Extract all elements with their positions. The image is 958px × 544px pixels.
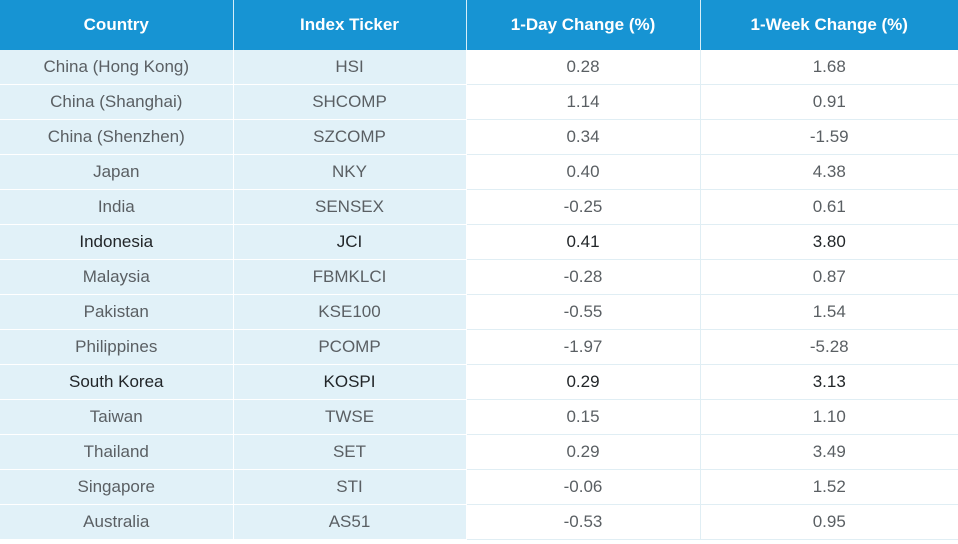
cell-country: Thailand — [0, 434, 234, 470]
cell-1-day-change: -0.06 — [466, 469, 701, 505]
cell-1-day-change: 0.29 — [466, 434, 701, 470]
cell-1-day-change: -0.53 — [466, 504, 701, 540]
cell-country: Australia — [0, 504, 234, 540]
cell-index-ticker: AS51 — [233, 504, 467, 540]
cell-country: Indonesia — [0, 224, 234, 260]
cell-1-day-change: 0.40 — [466, 154, 701, 190]
cell-index-ticker: KOSPI — [233, 364, 467, 400]
cell-index-ticker: TWSE — [233, 399, 467, 435]
cell-1-day-change: -0.25 — [466, 189, 701, 225]
cell-index-ticker: SZCOMP — [233, 119, 467, 155]
cell-index-ticker: SENSEX — [233, 189, 467, 225]
cell-1-week-change: -1.59 — [700, 119, 958, 155]
table-header: Country Index Ticker 1-Day Change (%) 1-… — [0, 0, 958, 50]
cell-index-ticker: SET — [233, 434, 467, 470]
column-header-1-week-change: 1-Week Change (%) — [700, 0, 958, 50]
cell-1-week-change: 0.91 — [700, 84, 958, 120]
cell-1-week-change: -5.28 — [700, 329, 958, 365]
cell-country: Singapore — [0, 469, 234, 505]
table-row: China (Shenzhen) SZCOMP 0.34 -1.59 — [0, 119, 958, 155]
cell-country: India — [0, 189, 234, 225]
cell-country: Pakistan — [0, 294, 234, 330]
table-row: Pakistan KSE100 -0.55 1.54 — [0, 294, 958, 330]
cell-country: China (Shenzhen) — [0, 119, 234, 155]
cell-1-day-change: 0.41 — [466, 224, 701, 260]
table-row: Indonesia JCI 0.41 3.80 — [0, 224, 958, 260]
cell-1-day-change: 0.15 — [466, 399, 701, 435]
cell-index-ticker: PCOMP — [233, 329, 467, 365]
cell-1-week-change: 1.52 — [700, 469, 958, 505]
cell-1-day-change: -0.28 — [466, 259, 701, 295]
cell-1-week-change: 0.87 — [700, 259, 958, 295]
cell-1-week-change: 1.54 — [700, 294, 958, 330]
cell-1-week-change: 1.10 — [700, 399, 958, 435]
cell-index-ticker: JCI — [233, 224, 467, 260]
cell-1-day-change: 0.34 — [466, 119, 701, 155]
cell-1-day-change: 0.29 — [466, 364, 701, 400]
table-row: Singapore STI -0.06 1.52 — [0, 469, 958, 505]
cell-index-ticker: KSE100 — [233, 294, 467, 330]
cell-1-week-change: 3.80 — [700, 224, 958, 260]
table-row: Australia AS51 -0.53 0.95 — [0, 504, 958, 540]
cell-1-week-change: 3.49 — [700, 434, 958, 470]
cell-1-day-change: -1.97 — [466, 329, 701, 365]
cell-1-week-change: 4.38 — [700, 154, 958, 190]
cell-1-week-change: 3.13 — [700, 364, 958, 400]
cell-country: Japan — [0, 154, 234, 190]
column-header-1-day-change: 1-Day Change (%) — [466, 0, 701, 50]
cell-country: China (Hong Kong) — [0, 50, 234, 85]
cell-1-week-change: 1.68 — [700, 50, 958, 85]
column-header-index-ticker: Index Ticker — [233, 0, 467, 50]
cell-index-ticker: HSI — [233, 50, 467, 85]
cell-1-week-change: 0.61 — [700, 189, 958, 225]
cell-country: Malaysia — [0, 259, 234, 295]
table-row: Malaysia FBMKLCI -0.28 0.87 — [0, 259, 958, 295]
cell-1-day-change: 1.14 — [466, 84, 701, 120]
header-row: Country Index Ticker 1-Day Change (%) 1-… — [0, 0, 958, 50]
cell-country: South Korea — [0, 364, 234, 400]
cell-index-ticker: SHCOMP — [233, 84, 467, 120]
table-row: Taiwan TWSE 0.15 1.10 — [0, 399, 958, 435]
cell-country: Taiwan — [0, 399, 234, 435]
cell-country: Philippines — [0, 329, 234, 365]
cell-1-day-change: -0.55 — [466, 294, 701, 330]
table-row: China (Shanghai) SHCOMP 1.14 0.91 — [0, 84, 958, 120]
cell-index-ticker: STI — [233, 469, 467, 505]
cell-1-day-change: 0.28 — [466, 50, 701, 85]
cell-country: China (Shanghai) — [0, 84, 234, 120]
table-row: China (Hong Kong) HSI 0.28 1.68 — [0, 50, 958, 85]
table-row: South Korea KOSPI 0.29 3.13 — [0, 364, 958, 400]
cell-1-week-change: 0.95 — [700, 504, 958, 540]
table-body: China (Hong Kong) HSI 0.28 1.68 China (Shang… — [0, 50, 958, 540]
cell-index-ticker: NKY — [233, 154, 467, 190]
column-header-country: Country — [0, 0, 234, 50]
cell-index-ticker: FBMKLCI — [233, 259, 467, 295]
table-row: Thailand SET 0.29 3.49 — [0, 434, 958, 470]
table-row: India SENSEX -0.25 0.61 — [0, 189, 958, 225]
table-row: Philippines PCOMP -1.97 -5.28 — [0, 329, 958, 365]
table-row: Japan NKY 0.40 4.38 — [0, 154, 958, 190]
